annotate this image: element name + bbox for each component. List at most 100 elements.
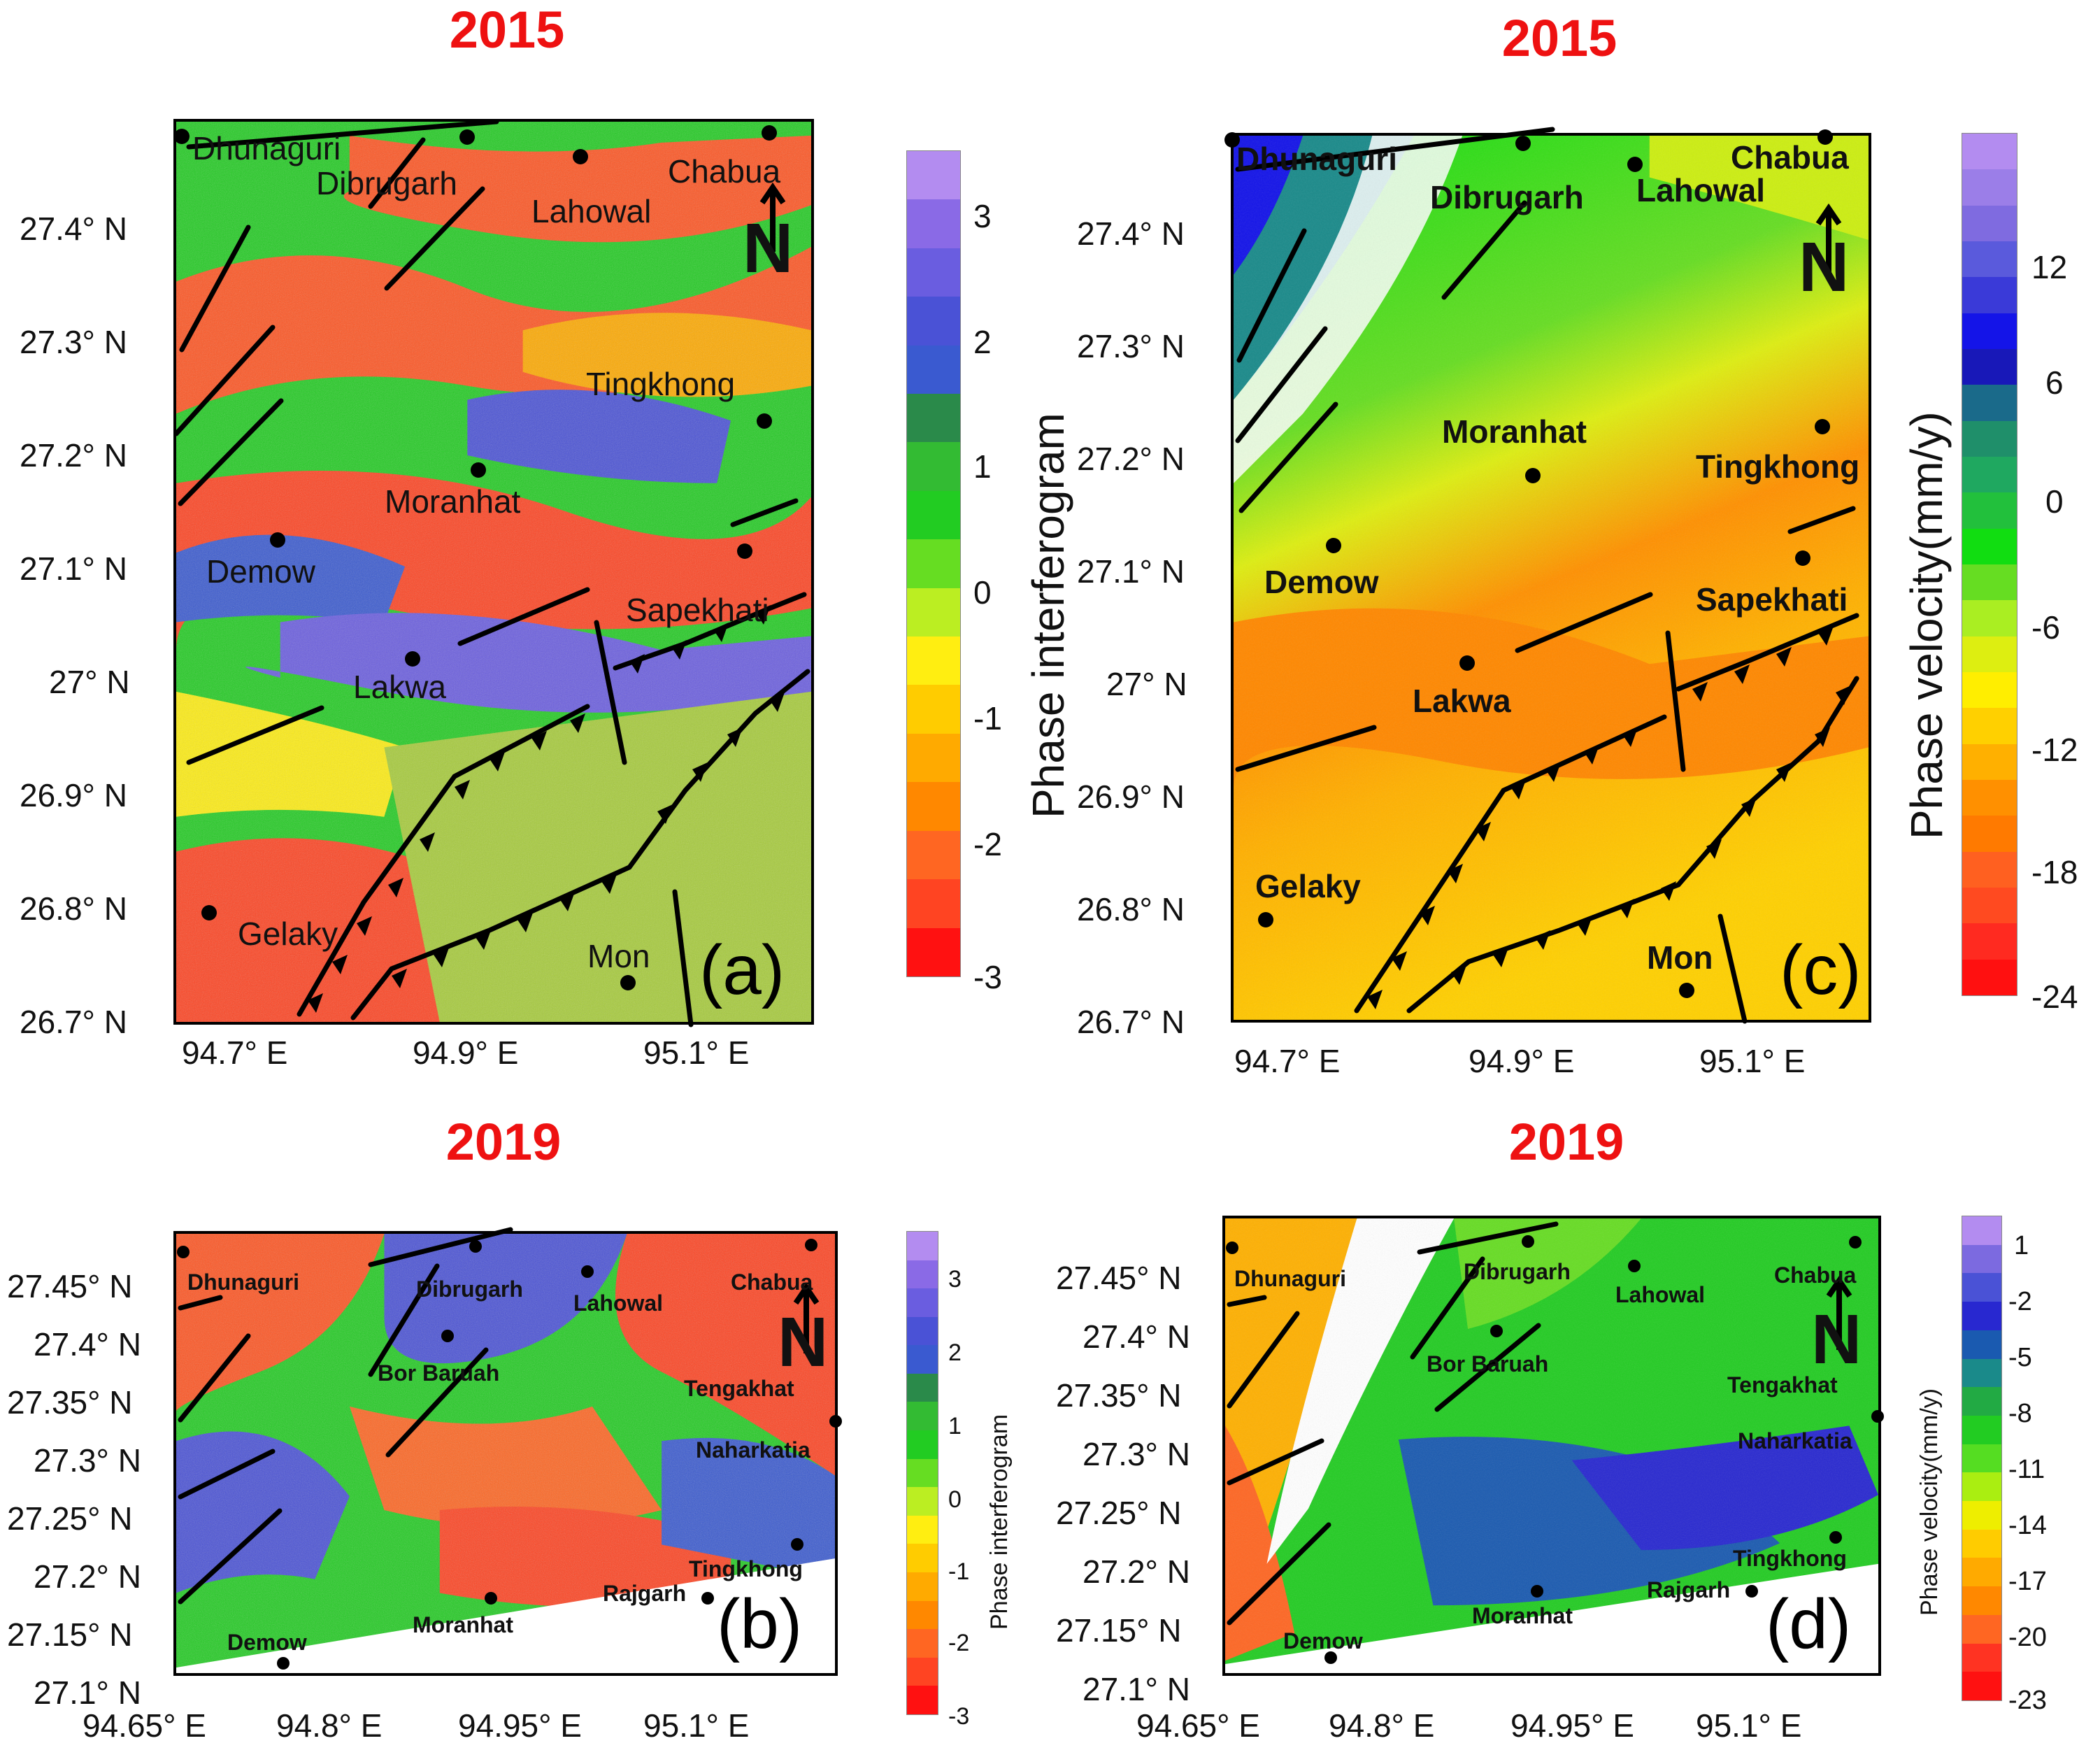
colorbar-swatch	[1962, 420, 2017, 457]
panel-d-ytick: 27.3° N	[1083, 1436, 1190, 1472]
panel-d-colorbar-tick: -23	[2008, 1686, 2047, 1715]
panel-b-city-label: Tengakhat	[684, 1376, 794, 1401]
panel-a-ytick: 26.8° N	[20, 890, 127, 927]
panel-d-city-label: Demow	[1283, 1628, 1363, 1653]
colorbar-swatch	[1962, 1216, 2001, 1245]
colorbar-swatch	[907, 248, 960, 297]
panel-c-colorbar-tick: -6	[2031, 609, 2060, 646]
colorbar-swatch	[1962, 528, 2017, 564]
panel-d-north-label: N	[1811, 1300, 1862, 1379]
colorbar-swatch	[907, 636, 960, 685]
colorbar-swatch	[907, 1288, 938, 1317]
colorbar-swatch	[1962, 1614, 2001, 1644]
colorbar-swatch	[1962, 1358, 2001, 1388]
panel-b-city-label: Naharkatia	[696, 1437, 810, 1463]
panel-a-city-label: Dhunaguri	[192, 130, 341, 166]
panel-c-ytick: 27.4° N	[1077, 215, 1185, 252]
colorbar-swatch	[1962, 385, 2017, 421]
colorbar-swatch	[907, 490, 960, 540]
colorbar-swatch	[907, 1657, 938, 1686]
panel-c-ytick: 27.2° N	[1077, 441, 1185, 477]
colorbar-swatch	[907, 1544, 938, 1572]
panel-c-city-label: Tingkhong	[1696, 448, 1860, 485]
colorbar-swatch	[1962, 1643, 2001, 1672]
panel-d-city-label: Bor Baruah	[1427, 1351, 1549, 1377]
colorbar-swatch	[1962, 1501, 2001, 1530]
panel-d-ytick: 27.45° N	[1056, 1260, 1182, 1296]
colorbar-swatch	[1962, 816, 2017, 852]
panel-a-ytick: 27.1° N	[20, 550, 127, 587]
panel-c-city-label: Gelaky	[1255, 868, 1361, 904]
panel-b-ytick: 27.45° N	[7, 1268, 133, 1304]
panel-c-ytick: 27.1° N	[1077, 553, 1185, 590]
panel-b-city-label: Dibrugarh	[416, 1276, 523, 1302]
panel-b-city-label: Bor Baruah	[378, 1360, 500, 1386]
panel-d-label: (d)	[1766, 1585, 1852, 1663]
panel-c-colorbar-tick: -24	[2031, 979, 2078, 1015]
colorbar-swatch	[1962, 600, 2017, 636]
panel-c-colorbar-tick: -18	[2031, 854, 2078, 890]
colorbar-swatch	[907, 1316, 938, 1346]
panel-c-city-label: Lahowal	[1636, 172, 1766, 208]
panel-a-xtick: 95.1° E	[643, 1034, 750, 1071]
panel-c-year-title: 2015	[1501, 9, 1617, 67]
panel-c-colorbar-tick: 0	[2045, 483, 2064, 520]
colorbar-swatch	[907, 588, 960, 637]
panel-c-north-label: N	[1799, 228, 1850, 306]
panel-d-city-label: Dhunaguri	[1234, 1266, 1346, 1291]
colorbar-swatch	[907, 1629, 938, 1658]
colorbar-swatch	[907, 442, 960, 491]
colorbar-swatch	[907, 1487, 938, 1516]
panel-c-city-label: Sapekhati	[1696, 581, 1848, 618]
panel-a-colorbar-tick: -1	[973, 700, 1002, 737]
colorbar-swatch	[907, 539, 960, 588]
colorbar-swatch	[1962, 348, 2017, 385]
colorbar-swatch	[1962, 313, 2017, 349]
panel-b-city-label: Tingkhong	[689, 1556, 803, 1581]
panel-a-xtick: 94.7° E	[182, 1034, 288, 1071]
panel-c-ytick: 27° N	[1106, 666, 1187, 702]
panel-a-city-label: Mon	[587, 938, 650, 974]
panel-d-colorbar-tick: -11	[2008, 1455, 2045, 1484]
colorbar-swatch	[1962, 1244, 2001, 1274]
panel-b-year-title: 2019	[445, 1113, 562, 1171]
colorbar-swatch	[1962, 1302, 2001, 1330]
panel-b-colorbar-tick: -2	[948, 1630, 970, 1656]
colorbar-swatch	[1962, 1472, 2001, 1502]
panel-d-xtick: 94.8° E	[1329, 1707, 1435, 1744]
colorbar-swatch	[1962, 1672, 2001, 1700]
colorbar-swatch	[1962, 169, 2017, 206]
panel-a-ytick: 27.3° N	[20, 324, 127, 360]
colorbar-swatch	[907, 1260, 938, 1289]
panel-a-colorbar-tick: 3	[973, 198, 992, 234]
panel-a-city-label: Lahowal	[531, 193, 652, 229]
colorbar-swatch	[1962, 564, 2017, 601]
panel-c-ytick: 26.7° N	[1077, 1004, 1185, 1040]
panel-c-xtick: 95.1° E	[1699, 1043, 1806, 1079]
panel-c-xtick: 94.9° E	[1469, 1043, 1575, 1079]
colorbar-swatch	[907, 685, 960, 734]
panel-c-colorbar-tick: -12	[2031, 732, 2078, 768]
panel-a-city-label: Lakwa	[353, 669, 446, 705]
panel-c-colorbar	[1962, 133, 2017, 996]
panel-c-ytick: 26.8° N	[1077, 891, 1185, 927]
panel-d-ytick: 27.4° N	[1083, 1318, 1190, 1355]
panel-b-city-label: Chabua	[731, 1269, 813, 1295]
panel-d-city-label: Tengakhat	[1727, 1372, 1838, 1397]
panel-d-colorbar-tick: -5	[2008, 1343, 2032, 1372]
colorbar-swatch	[907, 151, 960, 200]
panel-b-city-label: Lahowal	[573, 1290, 664, 1316]
panel-d-city-label: Dibrugarh	[1464, 1259, 1571, 1284]
colorbar-swatch	[1962, 1387, 2001, 1416]
panel-c-colorbar-title: Phase velocity(mm/y)	[1901, 411, 1952, 839]
panel-d-xtick: 94.65° E	[1136, 1707, 1260, 1744]
panel-a-city-label: Moranhat	[385, 483, 521, 520]
panel-b-xtick: 94.65° E	[83, 1707, 206, 1744]
panel-c-ytick: 26.9° N	[1077, 778, 1185, 815]
colorbar-swatch	[1962, 887, 2017, 924]
colorbar-swatch	[1962, 134, 2017, 170]
colorbar-swatch	[907, 830, 960, 880]
panel-b-city-label: Dhunaguri	[187, 1269, 299, 1295]
panel-c-city-label: Dibrugarh	[1430, 179, 1584, 215]
panel-d-city-label: Tingkhong	[1733, 1546, 1847, 1571]
